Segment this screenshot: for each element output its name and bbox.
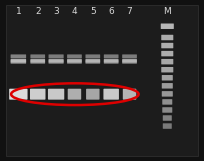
FancyBboxPatch shape [49, 54, 64, 58]
FancyBboxPatch shape [86, 89, 100, 100]
FancyBboxPatch shape [103, 89, 119, 100]
FancyBboxPatch shape [162, 83, 173, 89]
FancyBboxPatch shape [161, 24, 174, 29]
FancyBboxPatch shape [48, 89, 64, 100]
FancyBboxPatch shape [122, 54, 137, 58]
FancyBboxPatch shape [67, 54, 82, 58]
Text: 7: 7 [127, 7, 132, 16]
FancyBboxPatch shape [49, 59, 64, 63]
FancyBboxPatch shape [67, 59, 82, 63]
FancyBboxPatch shape [49, 60, 64, 64]
FancyBboxPatch shape [67, 60, 82, 64]
FancyBboxPatch shape [30, 59, 45, 63]
FancyBboxPatch shape [30, 89, 45, 100]
FancyBboxPatch shape [161, 59, 173, 64]
Text: 5: 5 [90, 7, 96, 16]
FancyBboxPatch shape [85, 59, 100, 63]
FancyBboxPatch shape [11, 59, 26, 63]
FancyBboxPatch shape [162, 107, 172, 113]
FancyBboxPatch shape [161, 43, 173, 48]
FancyBboxPatch shape [163, 115, 172, 121]
FancyBboxPatch shape [11, 60, 26, 64]
FancyBboxPatch shape [9, 89, 28, 100]
FancyBboxPatch shape [85, 60, 100, 64]
FancyBboxPatch shape [11, 54, 26, 58]
FancyBboxPatch shape [163, 123, 172, 129]
Text: 3: 3 [53, 7, 59, 16]
Text: 1: 1 [16, 7, 21, 16]
Text: 2: 2 [35, 7, 41, 16]
FancyBboxPatch shape [162, 91, 173, 97]
FancyBboxPatch shape [161, 35, 173, 40]
Text: 4: 4 [72, 7, 77, 16]
FancyBboxPatch shape [68, 89, 81, 100]
FancyBboxPatch shape [161, 51, 173, 56]
FancyBboxPatch shape [6, 5, 198, 156]
FancyBboxPatch shape [104, 54, 119, 58]
FancyBboxPatch shape [122, 59, 137, 63]
FancyBboxPatch shape [161, 67, 173, 72]
FancyBboxPatch shape [85, 54, 100, 58]
FancyBboxPatch shape [162, 75, 173, 80]
FancyBboxPatch shape [104, 60, 119, 64]
FancyBboxPatch shape [30, 60, 45, 64]
FancyBboxPatch shape [30, 54, 45, 58]
FancyBboxPatch shape [123, 89, 136, 100]
FancyBboxPatch shape [122, 60, 137, 64]
Text: M: M [163, 7, 171, 16]
FancyBboxPatch shape [104, 59, 119, 63]
FancyBboxPatch shape [162, 99, 172, 105]
Text: 6: 6 [108, 7, 114, 16]
